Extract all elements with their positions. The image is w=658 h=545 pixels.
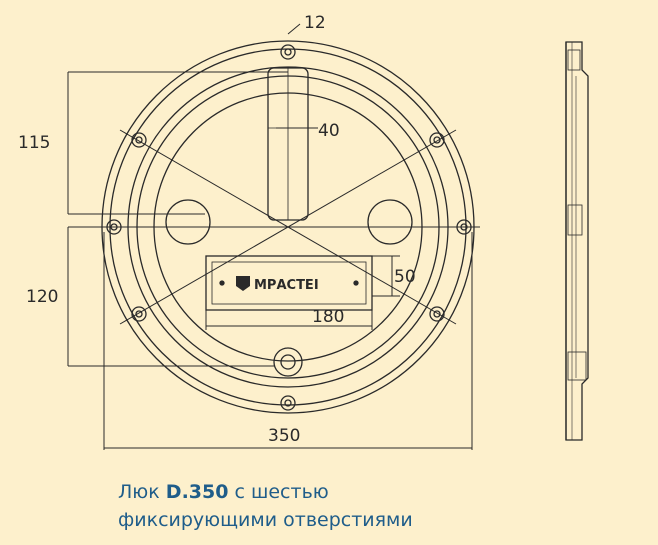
fixing-hole-top [280,44,296,60]
handle-slot [267,67,309,221]
dimension-180: 180 [312,307,344,327]
dimension-12: 12 [304,13,326,33]
fixing-hole-upper-right [429,132,445,148]
side-section-view [565,41,589,441]
fixing-hole-upper-left [131,132,147,148]
right-hole [367,199,413,245]
bottom-lug [273,347,303,377]
caption: Люк D.350 с шестью фиксирующими отверсти… [118,478,413,534]
caption-model: D.350 [165,481,229,503]
caption-line1-rest: с шестью [228,481,329,503]
fixing-holes [106,44,472,411]
dimension-lines [67,23,473,450]
dimension-350: 350 [268,426,300,446]
caption-line-2: фиксирующими отверстиями [118,509,413,531]
left-hole [165,199,211,245]
brand-logo-icon: МРАСТЕІ [236,276,319,293]
fixing-hole-right [456,219,472,235]
dimension-50: 50 [394,267,416,287]
center-lines [98,129,480,325]
caption-line-1: Люк D.350 с шестью [118,478,413,506]
logo-text: МРАСТЕІ [254,278,319,293]
dimension-115: 115 [18,133,50,153]
fixing-hole-lower-right [429,306,445,322]
dimension-40: 40 [318,121,340,141]
fixing-hole-bottom [280,395,296,411]
fixing-hole-lower-left [131,306,147,322]
nameplate [205,255,373,311]
dimension-120: 120 [26,287,58,307]
caption-prefix: Люк [118,481,166,503]
